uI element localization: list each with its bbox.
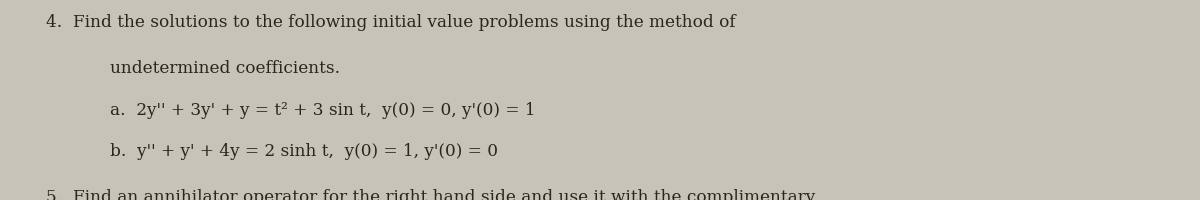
Text: 4.  Find the solutions to the following initial value problems using the method : 4. Find the solutions to the following i…: [46, 14, 736, 31]
Text: a.  2y'' + 3y' + y = t² + 3 sin t,  y(0) = 0, y'(0) = 1: a. 2y'' + 3y' + y = t² + 3 sin t, y(0) =…: [110, 102, 536, 119]
Text: undetermined coefficients.: undetermined coefficients.: [110, 60, 341, 77]
Text: b.  y'' + y' + 4y = 2 sinh t,  y(0) = 1, y'(0) = 0: b. y'' + y' + 4y = 2 sinh t, y(0) = 1, y…: [110, 143, 498, 160]
Text: 5.  Find an annihilator operator for the right hand side and use it with the com: 5. Find an annihilator operator for the …: [46, 189, 815, 200]
